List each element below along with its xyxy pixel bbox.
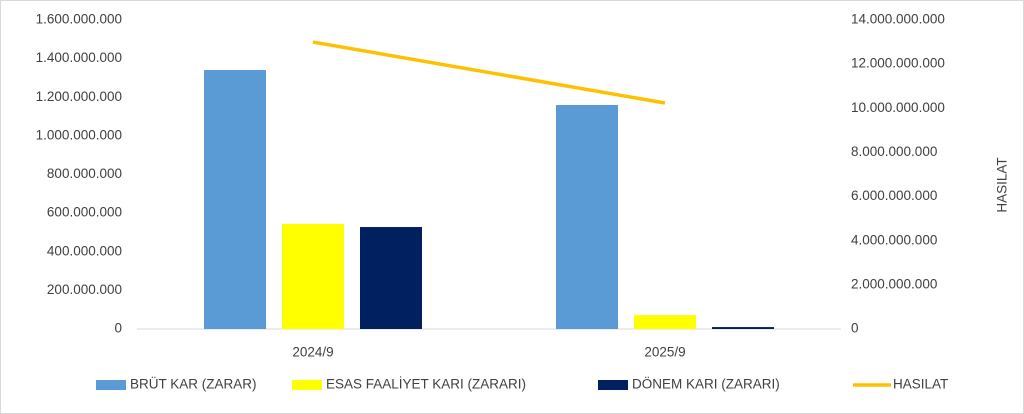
y-tick-label: 1.600.000.000	[36, 12, 122, 27]
y2-tick-label: 14.000.000.000	[851, 12, 945, 27]
y-tick-label: 800.000.000	[47, 166, 122, 181]
y2-tick-label: 2.000.000.000	[851, 276, 937, 291]
line-series	[312, 40, 666, 105]
x-tick-label: 2025/9	[644, 345, 685, 360]
bar	[556, 104, 618, 329]
bar	[634, 315, 696, 329]
bar	[204, 70, 266, 329]
y2-tick-label: 12.000.000.000	[851, 56, 945, 71]
y-tick-label: 1.400.000.000	[36, 50, 122, 65]
y-tick-label: 200.000.000	[47, 282, 122, 297]
legend-swatch	[292, 380, 322, 390]
bar	[360, 227, 422, 329]
y2-tick-label: 8.000.000.000	[851, 144, 937, 159]
y-tick-label: 1.000.000.000	[36, 127, 122, 142]
y2-axis-label: HASILAT	[995, 157, 1010, 212]
y2-tick-label: 6.000.000.000	[851, 188, 937, 203]
bar	[282, 223, 344, 329]
y2-tick-label: 0	[851, 321, 859, 336]
legend-label: ESAS FAALİYET KARI (ZARARI)	[326, 377, 526, 392]
y-tick-label: 600.000.000	[47, 205, 122, 220]
y-tick-label: 1.200.000.000	[36, 89, 122, 104]
legend-swatch	[96, 380, 126, 390]
y2-tick-label: 4.000.000.000	[851, 232, 937, 247]
y-tick-label: 0	[114, 321, 122, 336]
bar	[712, 327, 774, 329]
legend-label: BRÜT KAR (ZARAR)	[130, 377, 257, 392]
y-tick-label: 400.000.000	[47, 243, 122, 258]
y2-tick-label: 10.000.000.000	[851, 100, 945, 115]
legend-label: HASILAT	[893, 377, 948, 392]
x-tick-label: 2024/9	[292, 345, 333, 360]
legend-swatch	[598, 380, 628, 390]
legend-label: DÖNEM KARI (ZARARI)	[632, 377, 780, 392]
